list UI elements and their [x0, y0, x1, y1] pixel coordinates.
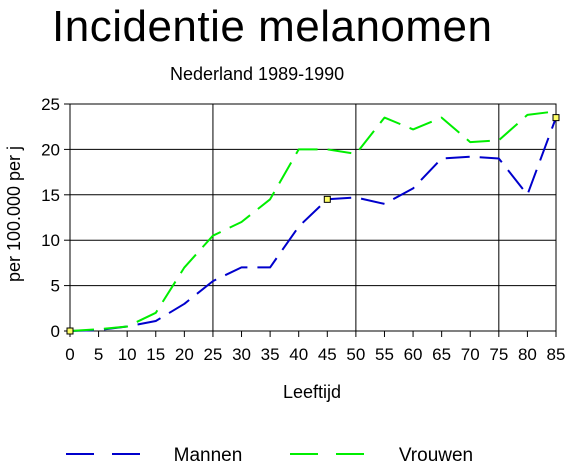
y-axis-label: per 100.000 per j	[4, 146, 24, 282]
legend-label-mannen: Mannen	[174, 445, 243, 466]
tick-labels: 0 5 10 15 20 25 0 5 10 15 20 25 30 35 40 45 50 55 60 65 70 75…	[41, 95, 565, 364]
legend: Mannen Vrouwen	[66, 445, 473, 466]
x-tick-label-80: 80	[518, 345, 537, 364]
x-tick-label-35: 35	[261, 345, 280, 364]
marker-0	[66, 327, 74, 335]
x-tick-label-25: 25	[203, 345, 222, 364]
series-lines	[66, 110, 560, 335]
x-tick-label-85: 85	[547, 345, 566, 364]
x-tick-label-20: 20	[175, 345, 194, 364]
y-tick-label-20: 20	[41, 140, 60, 159]
x-tick-label-45: 45	[318, 345, 337, 364]
y-tick-label-10: 10	[41, 231, 60, 250]
chart-title: Incidentie melanomen	[52, 2, 493, 51]
marker-85	[552, 114, 560, 122]
x-tick-label-10: 10	[118, 345, 137, 364]
grid	[70, 103, 556, 332]
chart-subtitle: Nederland 1989-1990	[170, 64, 345, 84]
series-line-vrouwen	[69, 110, 557, 332]
legend-label-vrouwen: Vrouwen	[399, 445, 473, 466]
x-tick-label-75: 75	[489, 345, 508, 364]
axes	[64, 103, 557, 337]
x-tick-label-55: 55	[375, 345, 394, 364]
plot-frame	[69, 103, 557, 332]
y-tick-label-15: 15	[41, 186, 60, 205]
x-tick-label-50: 50	[346, 345, 365, 364]
marker-45	[323, 195, 331, 203]
y-tick-label-0: 0	[51, 322, 60, 341]
x-tick-label-5: 5	[94, 345, 103, 364]
x-tick-label-30: 30	[232, 345, 251, 364]
x-tick-label-0: 0	[65, 345, 74, 364]
series-line-mannen	[69, 117, 557, 332]
x-tick-label-60: 60	[404, 345, 423, 364]
x-tick-label-65: 65	[432, 345, 451, 364]
y-tick-label-5: 5	[51, 277, 60, 296]
x-tick-label-15: 15	[146, 345, 165, 364]
x-tick-label-40: 40	[289, 345, 308, 364]
x-tick-label-70: 70	[461, 345, 480, 364]
y-tick-label-25: 25	[41, 95, 60, 114]
x-axis-label: Leeftijd	[283, 382, 341, 402]
